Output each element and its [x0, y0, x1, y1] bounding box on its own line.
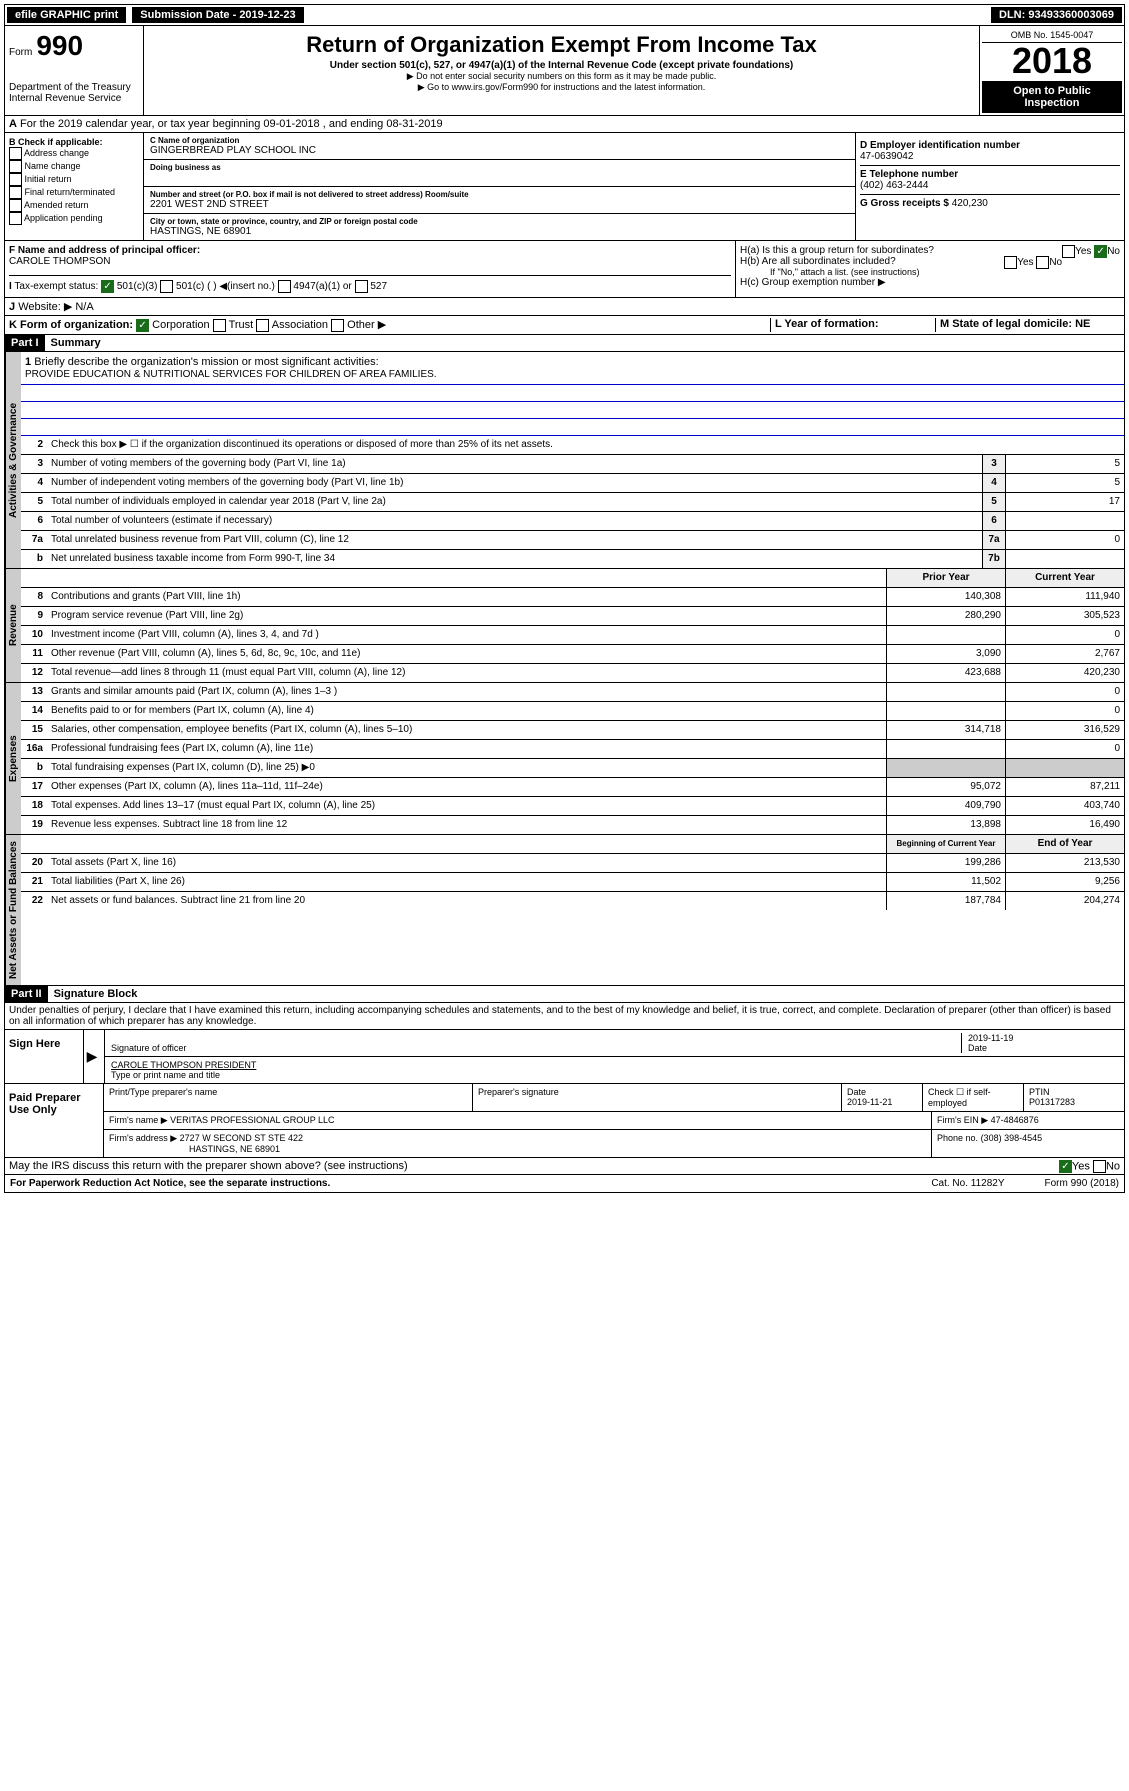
row-a: A For the 2019 calendar year, or tax yea…	[4, 116, 1125, 133]
footer: For Paperwork Reduction Act Notice, see …	[4, 1175, 1125, 1193]
gross-receipts: 420,230	[952, 198, 988, 209]
row-j: J Website: ▶ N/A	[4, 298, 1125, 316]
form-label: Form	[9, 47, 32, 58]
dln-btn: DLN: 93493360003069	[991, 7, 1122, 23]
form-number: 990	[36, 30, 83, 62]
dept-label: Department of the Treasury	[9, 82, 139, 93]
row-fhi: F Name and address of principal officer:…	[4, 241, 1125, 298]
chk-initial: Initial return	[9, 173, 139, 186]
tab-revenue: Revenue	[5, 569, 21, 682]
org-info: B Check if applicable: Address change Na…	[4, 133, 1125, 241]
officer: CAROLE THOMPSON	[9, 256, 731, 267]
phone: (402) 463-2444	[860, 180, 928, 191]
irs-label: Internal Revenue Service	[9, 93, 139, 104]
section-revenue: Revenue Prior YearCurrent Year 8Contribu…	[4, 569, 1125, 683]
chk-501c3[interactable]: ✓	[101, 280, 114, 293]
tab-netassets: Net Assets or Fund Balances	[5, 835, 21, 985]
subtitle: Under section 501(c), 527, or 4947(a)(1)…	[148, 60, 975, 71]
mission-text: PROVIDE EDUCATION & NUTRITIONAL SERVICES…	[21, 368, 1124, 385]
chk-final: Final return/terminated	[9, 186, 139, 199]
chk-pending: Application pending	[9, 212, 139, 225]
sign-block: Sign Here ▶ Signature of officer2019-11-…	[4, 1030, 1125, 1084]
b-header: B Check if applicable:	[9, 137, 103, 147]
form-header: Form 990 Department of the Treasury Inter…	[4, 26, 1125, 116]
tab-governance: Activities & Governance	[5, 352, 21, 568]
ein: 47-0639042	[860, 151, 913, 162]
preparer-block: Paid Preparer Use Only Print/Type prepar…	[4, 1084, 1125, 1158]
form-title: Return of Organization Exempt From Incom…	[148, 32, 975, 58]
org-city: HASTINGS, NE 68901	[150, 226, 849, 237]
org-addr: 2201 WEST 2ND STREET	[150, 199, 849, 210]
part2-header: Part IISignature Block	[4, 986, 1125, 1003]
open-badge: Open to PublicInspection	[982, 81, 1122, 113]
declaration: Under penalties of perjury, I declare th…	[4, 1003, 1125, 1030]
tax-year: 2018	[982, 43, 1122, 79]
org-name: GINGERBREAD PLAY SCHOOL INC	[150, 145, 849, 156]
section-expenses: Expenses 13Grants and similar amounts pa…	[4, 683, 1125, 835]
discuss-row: May the IRS discuss this return with the…	[4, 1158, 1125, 1175]
section-netassets: Net Assets or Fund Balances Beginning of…	[4, 835, 1125, 986]
chk-discuss-yes[interactable]: ✓	[1059, 1160, 1072, 1173]
part1-header: Part ISummary	[4, 335, 1125, 352]
tab-expenses: Expenses	[5, 683, 21, 834]
note-link: ▶ Go to www.irs.gov/Form990 for instruct…	[148, 82, 975, 93]
note-ssn: ▶ Do not enter social security numbers o…	[148, 71, 975, 82]
section-governance: Activities & Governance 1 Briefly descri…	[4, 352, 1125, 569]
col-b: B Check if applicable: Address change Na…	[5, 133, 144, 240]
chk-address: Address change	[9, 147, 139, 160]
chk-name: Name change	[9, 160, 139, 173]
subdate-btn[interactable]: Submission Date - 2019-12-23	[132, 7, 303, 23]
top-bar: efile GRAPHIC print Submission Date - 20…	[4, 4, 1125, 26]
efile-btn[interactable]: efile GRAPHIC print	[7, 7, 126, 23]
col-d: D Employer identification number47-06390…	[856, 133, 1124, 240]
row-klm: K Form of organization: ✓ Corporation Tr…	[4, 316, 1125, 335]
chk-amended: Amended return	[9, 199, 139, 212]
col-c: C Name of organizationGINGERBREAD PLAY S…	[144, 133, 856, 240]
